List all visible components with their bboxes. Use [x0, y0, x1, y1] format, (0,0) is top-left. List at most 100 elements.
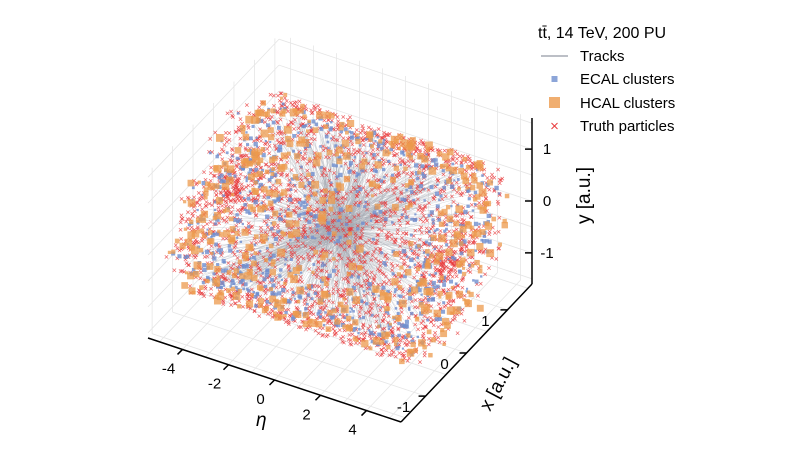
track [352, 154, 361, 233]
truth-particle [401, 170, 406, 175]
ecal-cluster [353, 156, 357, 159]
truth-particle [362, 332, 367, 337]
truth-particle [420, 210, 425, 215]
track [338, 218, 411, 228]
truth-particle [443, 303, 448, 308]
track [268, 227, 339, 293]
ecal-cluster [248, 211, 252, 215]
ecal-cluster [365, 151, 368, 155]
ecal-cluster [362, 290, 365, 293]
truth-particle [468, 215, 473, 219]
track [333, 225, 350, 240]
ecal-cluster [235, 236, 239, 239]
truth-particle [433, 265, 438, 270]
truth-particle [375, 238, 380, 243]
truth-particle [386, 230, 391, 235]
truth-particle [408, 174, 413, 179]
truth-particle [404, 232, 409, 237]
hcal-cluster [408, 292, 412, 296]
hcal-cluster [298, 136, 305, 144]
truth-particle [221, 272, 225, 277]
hcal-cluster [216, 275, 220, 279]
hcal-cluster [386, 344, 391, 350]
truth-particle [346, 337, 351, 342]
ecal-cluster [467, 197, 471, 201]
ecal-cluster [254, 258, 257, 261]
hcal-cluster [232, 292, 241, 300]
truth-particle [360, 232, 365, 237]
ecal-cluster [450, 204, 453, 208]
truth-particle [331, 287, 336, 292]
ecal-cluster [241, 168, 245, 171]
truth-particle [222, 143, 227, 147]
hcal-cluster [420, 279, 428, 287]
truth-particle [310, 302, 315, 307]
truth-particle [369, 127, 374, 132]
truth-particle [437, 302, 441, 307]
truth-particle [259, 138, 264, 143]
hcal-cluster [179, 242, 186, 250]
track [331, 151, 376, 226]
ecal-cluster [429, 185, 434, 190]
truth-particle [246, 193, 251, 198]
ecal-cluster [458, 269, 462, 274]
truth-particle [364, 221, 369, 226]
hcal-cluster [416, 267, 421, 272]
hcal-cluster [444, 163, 449, 168]
truth-particle [324, 155, 328, 159]
truth-particle [238, 136, 243, 141]
hcal-cluster [181, 282, 189, 289]
ecal-cluster [378, 209, 383, 214]
track [282, 226, 337, 267]
hcal-cluster [453, 220, 460, 227]
hcal-cluster [343, 152, 351, 160]
track [350, 224, 384, 232]
ecal-cluster [289, 188, 293, 192]
eta-tick-label: 4 [348, 422, 356, 439]
hcal-cluster [444, 322, 451, 329]
ecal-cluster [260, 201, 263, 205]
truth-particle [446, 287, 451, 292]
truth-particle [179, 196, 184, 201]
hcal-cluster [319, 196, 327, 204]
hcal-cluster [292, 310, 297, 316]
truth-particle [423, 325, 427, 329]
ecal-cluster [395, 346, 400, 351]
ecal-cluster [375, 213, 378, 216]
ecal-cluster [358, 187, 363, 192]
track [206, 226, 337, 267]
truth-particle [424, 230, 429, 235]
truth-particle [229, 303, 234, 307]
truth-particle [454, 180, 459, 185]
truth-particle [362, 293, 367, 298]
hcal-cluster [445, 291, 453, 299]
hcal-cluster [470, 263, 475, 268]
hcal-cluster [283, 125, 292, 134]
hcal-cluster [391, 278, 399, 286]
ecal-cluster [474, 279, 479, 284]
truth-particle [270, 183, 275, 188]
ecal-cluster [434, 316, 440, 322]
truth-particle [207, 201, 212, 206]
truth-particle [345, 279, 350, 284]
track [328, 229, 345, 286]
truth-particle [257, 314, 262, 318]
truth-particle [282, 96, 287, 101]
hcal-cluster [379, 292, 388, 300]
track [334, 218, 417, 229]
track [301, 190, 344, 230]
track [348, 127, 353, 233]
truth-particle [283, 320, 288, 325]
truth-particle [390, 329, 395, 334]
hcal-cluster [418, 339, 426, 347]
truth-particle [396, 171, 401, 176]
hcal-cluster [328, 196, 336, 204]
hcal-cluster [449, 166, 458, 175]
truth-particle [293, 244, 298, 249]
ecal-cluster [438, 279, 441, 283]
hcal-cluster [329, 113, 335, 119]
hcal-cluster [417, 170, 422, 175]
hcal-cluster [446, 306, 455, 315]
ecal-cluster [443, 229, 447, 233]
eta-tick-label: -4 [162, 360, 175, 377]
